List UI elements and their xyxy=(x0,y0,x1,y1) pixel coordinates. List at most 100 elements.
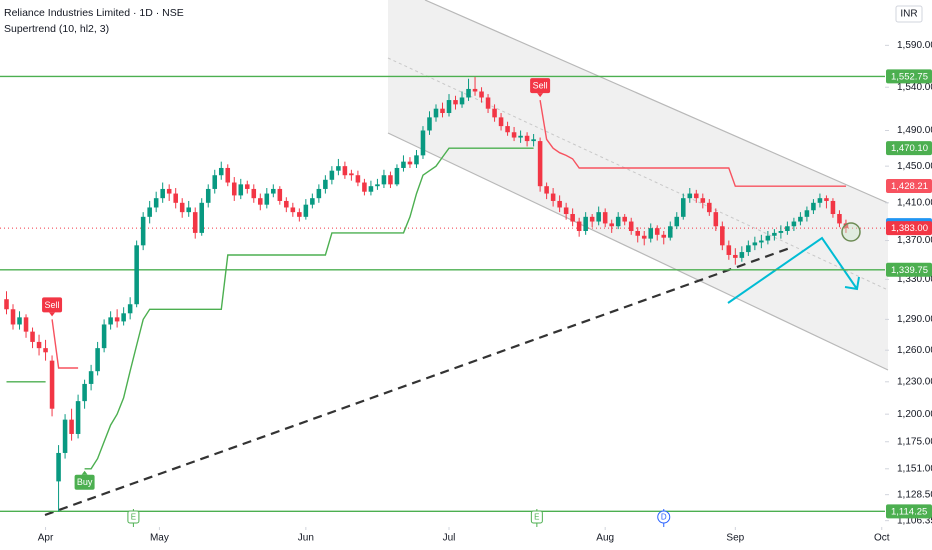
candle-body xyxy=(381,175,387,185)
price-badge xyxy=(886,221,932,236)
y-tick-label: 1,200.00 xyxy=(897,409,932,420)
candle-body xyxy=(570,214,575,222)
candle-body xyxy=(284,200,289,208)
candle-body xyxy=(798,216,803,222)
price-badge-label: 1,339.75 xyxy=(891,265,928,276)
price-badge xyxy=(886,141,932,156)
candle-body xyxy=(811,202,816,211)
candle-body xyxy=(205,188,211,203)
highlight-circle xyxy=(841,222,861,242)
supertrend-line xyxy=(6,147,534,470)
candle-body xyxy=(446,100,452,114)
candle-body xyxy=(765,235,771,241)
y-tick-label: 1,290.00 xyxy=(897,314,932,325)
price-badge-label: 1,470.10 xyxy=(891,143,928,154)
candle-body xyxy=(316,188,322,199)
event-marker xyxy=(657,510,671,524)
candle-body xyxy=(4,299,9,310)
candle-body xyxy=(596,212,601,222)
candle-body xyxy=(186,207,191,213)
trend-line xyxy=(44,246,791,517)
candle-body xyxy=(648,228,654,239)
currency[interactable]: INR xyxy=(900,9,917,20)
candle-body xyxy=(589,216,595,222)
candle-body xyxy=(707,202,712,213)
candle-body xyxy=(583,216,588,231)
candle-body xyxy=(759,240,764,243)
x-tick-label: May xyxy=(150,533,169,544)
x-tick-label: Sep xyxy=(726,533,744,544)
candle-body xyxy=(264,193,270,205)
candle-body xyxy=(368,186,374,192)
candle-body xyxy=(30,331,35,342)
candle-body xyxy=(225,167,231,183)
candle-body xyxy=(192,212,198,233)
arrow-head xyxy=(844,276,860,291)
signal-label: Sell xyxy=(533,80,548,90)
candle-body xyxy=(485,97,491,109)
candle-body xyxy=(824,198,829,201)
candle-body xyxy=(511,132,517,138)
chart-title: Reliance Industries Limited · 1D · NSE xyxy=(4,7,184,19)
price-axis: 1,590.00 1,540.00 1,490.00 1,450.00 1,410.00… xyxy=(885,40,932,526)
candle-body xyxy=(407,161,413,165)
candle-body xyxy=(785,226,790,231)
candle-body xyxy=(355,175,361,183)
candle-body xyxy=(290,207,296,213)
candle-body xyxy=(498,117,504,127)
candle-body xyxy=(140,216,146,246)
signal-label: Sell xyxy=(45,300,60,310)
candle-body xyxy=(245,184,250,189)
candle-body xyxy=(179,202,185,213)
y-tick-label: 1,330.00 xyxy=(897,274,932,285)
channel-lower xyxy=(387,132,889,371)
channel-upper xyxy=(424,0,889,204)
candle-body xyxy=(212,175,218,189)
candle-body xyxy=(329,170,335,180)
candle-body xyxy=(687,193,693,199)
price-badge xyxy=(886,504,932,519)
candle-body xyxy=(661,234,667,238)
signal-pointer xyxy=(49,312,56,317)
candle-body xyxy=(726,245,732,255)
y-tick-label: 1,106.35 xyxy=(897,515,932,526)
candle-body xyxy=(271,188,276,194)
supertrend-line xyxy=(51,99,846,369)
candle-body xyxy=(62,419,68,453)
candle-body xyxy=(635,230,640,236)
candle-body xyxy=(388,175,393,185)
candle-body xyxy=(739,252,745,258)
event-label: E xyxy=(534,513,539,522)
y-tick-label: 1,230.00 xyxy=(897,376,932,387)
candle-body xyxy=(251,188,257,199)
y-tick-label: 1,450.00 xyxy=(897,161,932,172)
candle-body xyxy=(713,212,719,227)
event-label: E xyxy=(131,513,136,522)
currency-box[interactable] xyxy=(895,5,923,23)
price-badge-label: 1,383.00 xyxy=(891,223,928,234)
candle-body xyxy=(199,202,205,233)
y-tick-label: 1,260.00 xyxy=(897,345,932,356)
candle-body xyxy=(531,139,536,142)
candle-body xyxy=(694,193,699,199)
candle-body xyxy=(36,341,42,349)
candle-body xyxy=(641,235,647,239)
y-tick-label: 1,540.00 xyxy=(897,82,932,93)
candle-body xyxy=(160,188,165,199)
candle-body xyxy=(75,401,81,434)
signal-label: Buy xyxy=(77,477,93,487)
x-tick-label: Apr xyxy=(38,533,54,544)
candle-body xyxy=(323,179,328,189)
candle-body xyxy=(43,348,48,353)
candle-body xyxy=(394,167,400,185)
candle-body xyxy=(602,212,608,224)
candle-body xyxy=(342,166,348,176)
candle-body xyxy=(297,212,302,217)
candle-body xyxy=(817,198,823,203)
candle-body xyxy=(108,317,113,325)
y-tick-label: 1,128.50 xyxy=(897,489,932,500)
y-tick-label: 1,370.00 xyxy=(897,235,932,246)
candle-body xyxy=(466,88,471,98)
